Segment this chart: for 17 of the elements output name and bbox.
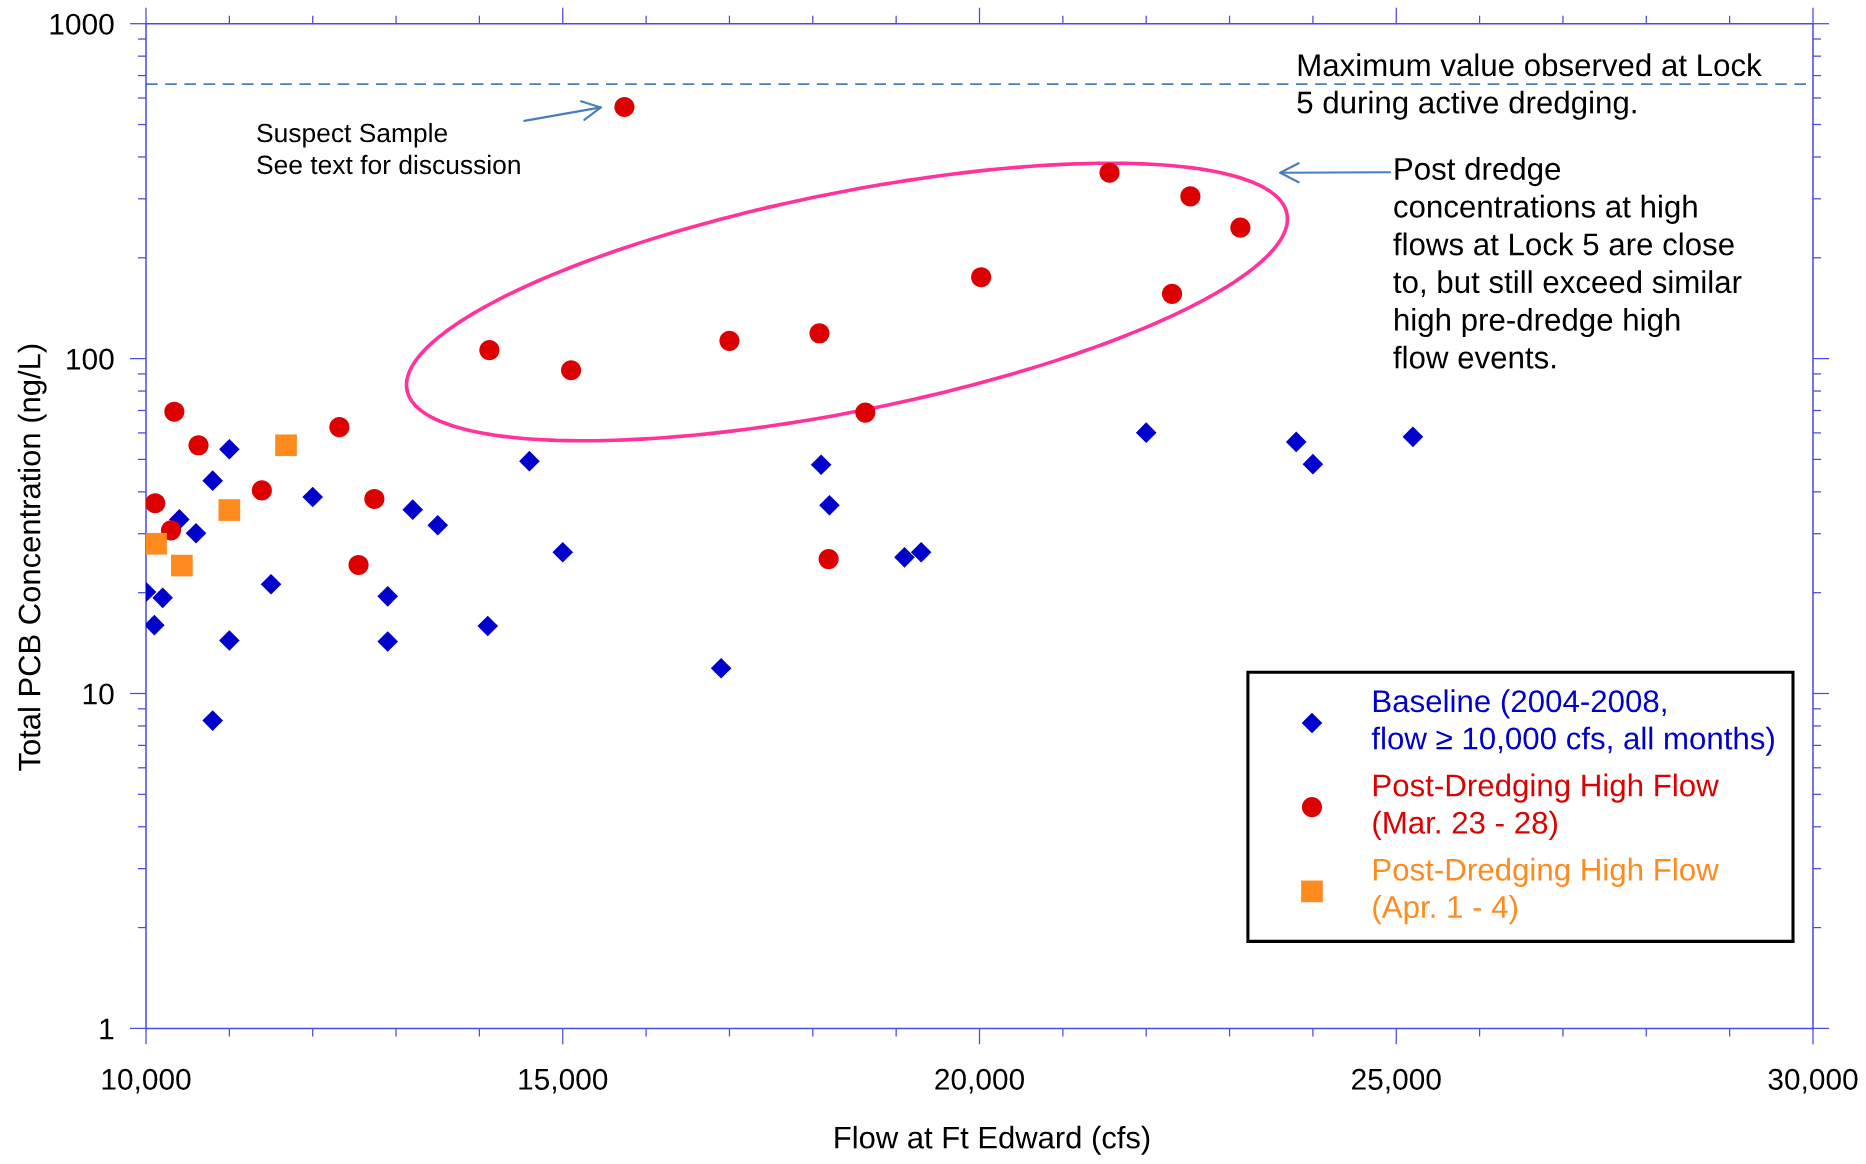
y-tick-label: 1000: [50, 13, 114, 35]
ref-line-label: Maximum value observed at Lock 5 during active dredging.: [1297, 53, 1762, 120]
legend-label: Post-Dredging High Flow (Mar. 23 - 28): [1373, 773, 1719, 840]
x-tick-label: 20,000: [935, 1068, 1024, 1094]
x-tick-label: 10,000: [102, 1068, 191, 1094]
annotation: Post dredge concentrations at high flows at Lock 5 are close to, but still exceed similar high pre-dredge high flow events.: [1393, 157, 1742, 369]
x-tick-label: 25,000: [1352, 1068, 1441, 1094]
y-tick-label: 100: [67, 348, 114, 370]
y-axis-title: Total PCB Concentration (ng/L): [17, 344, 47, 771]
y-tick-label: 1: [100, 1018, 114, 1040]
x-tick-label: 30,000: [1768, 1068, 1858, 1094]
x-tick-label: 15,000: [519, 1068, 608, 1094]
legend-label: Baseline (2004-2008, flow ≥ 10,000 cfs, all months): [1371, 689, 1774, 756]
annotation: Suspect Sample See text for discussion: [257, 122, 520, 175]
x-axis-title: Flow at Ft Edward (cfs): [835, 1125, 1150, 1155]
y-tick-label: 10: [83, 683, 114, 705]
legend-label: Post-Dredging High Flow (Apr. 1 - 4): [1373, 857, 1719, 925]
